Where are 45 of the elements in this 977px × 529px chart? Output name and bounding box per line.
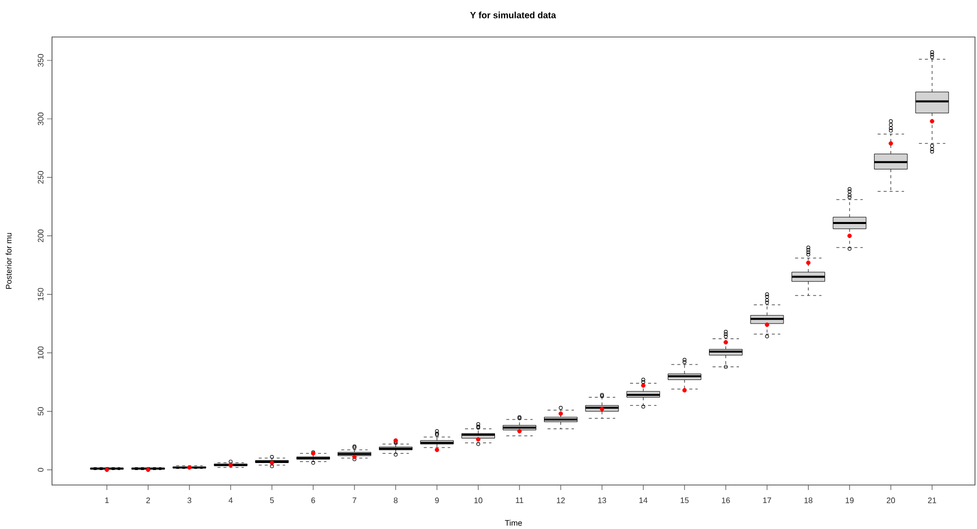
x-tick-label: 15 — [680, 498, 689, 504]
point — [600, 406, 604, 412]
x-axis-title: Time — [504, 520, 522, 526]
chart-title: Y for simulated data — [470, 12, 556, 18]
point — [724, 340, 728, 344]
x-tick-label: 2 — [146, 498, 150, 504]
x-tick-label: 8 — [394, 498, 398, 504]
x-tick-label: 1 — [105, 498, 109, 504]
x-tick-label: 17 — [763, 498, 772, 504]
point — [682, 388, 687, 392]
x-tick-label: 9 — [435, 498, 439, 504]
x-tick-label: 7 — [352, 498, 356, 504]
y-tick-label: 150 — [38, 288, 44, 300]
x-tick-label: 4 — [228, 498, 233, 504]
y-tick-label: 50 — [38, 407, 44, 416]
x-tick-label: 13 — [598, 498, 606, 504]
point — [764, 322, 770, 327]
y-tick-label: 0 — [38, 468, 44, 472]
y-tick-label: 100 — [38, 346, 44, 359]
point — [641, 383, 646, 388]
x-tick-label: 12 — [556, 498, 565, 504]
x-tick-label: 3 — [187, 498, 192, 504]
point — [517, 428, 522, 434]
x-tick-label: 19 — [846, 498, 854, 504]
point — [847, 234, 852, 238]
x-tick-label: 10 — [474, 498, 482, 504]
y-tick-label: 350 — [38, 54, 44, 67]
x-tick-label: 20 — [886, 498, 895, 504]
y-tick-label: 200 — [38, 229, 44, 242]
x-tick-label: 14 — [639, 498, 648, 504]
point — [806, 260, 811, 265]
x-tick-label: 16 — [722, 498, 730, 504]
y-tick-label: 300 — [38, 112, 44, 126]
y-axis-title: Posterior for mu — [6, 233, 12, 289]
x-tick-label: 6 — [311, 498, 316, 504]
point — [228, 462, 233, 468]
point — [930, 119, 934, 124]
x-tick-label: 5 — [270, 498, 274, 504]
y-tick-label: 250 — [38, 170, 44, 184]
point — [187, 465, 192, 470]
x-tick-label: 18 — [804, 498, 812, 504]
x-tick-label: 11 — [516, 498, 524, 504]
point — [888, 141, 894, 146]
point — [434, 448, 440, 452]
x-tick-label: 21 — [928, 498, 936, 504]
